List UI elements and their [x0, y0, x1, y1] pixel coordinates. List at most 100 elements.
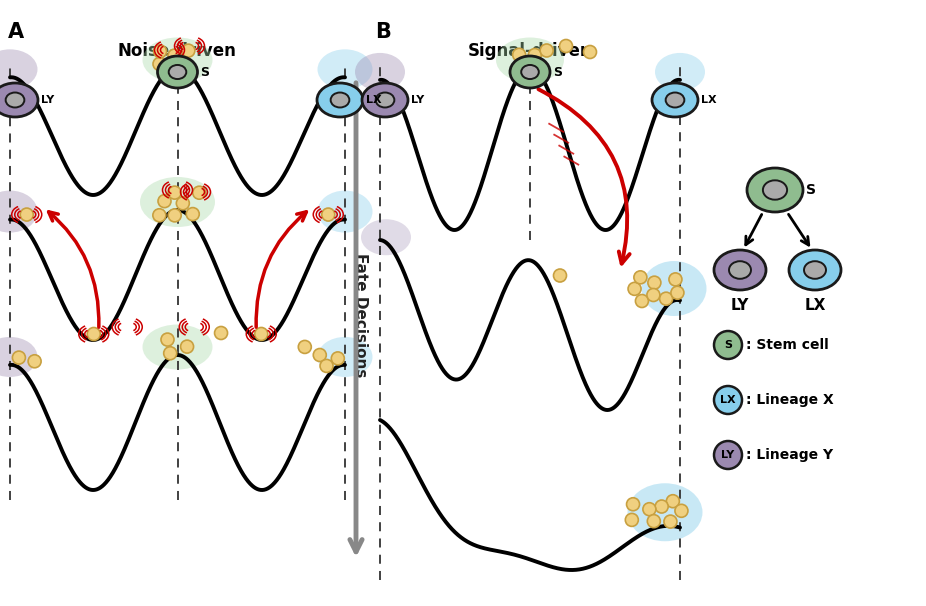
Text: : Lineage Y: : Lineage Y [746, 448, 833, 462]
Circle shape [193, 186, 206, 199]
Circle shape [181, 340, 194, 353]
Circle shape [659, 292, 672, 305]
Text: LX: LX [366, 95, 382, 105]
Ellipse shape [376, 93, 394, 107]
Ellipse shape [318, 337, 372, 377]
Ellipse shape [510, 56, 550, 88]
Circle shape [153, 58, 166, 70]
Circle shape [181, 44, 194, 57]
Circle shape [529, 48, 542, 62]
Circle shape [675, 504, 688, 518]
Circle shape [12, 351, 25, 364]
Text: LX: LX [805, 298, 826, 313]
Circle shape [511, 62, 525, 75]
Ellipse shape [763, 181, 787, 200]
Text: : Stem cell: : Stem cell [746, 338, 829, 352]
Circle shape [625, 513, 638, 527]
Ellipse shape [521, 65, 539, 79]
Circle shape [169, 209, 181, 222]
Circle shape [643, 503, 656, 516]
Circle shape [313, 348, 326, 362]
Ellipse shape [747, 168, 803, 212]
Text: LX: LX [720, 395, 736, 405]
Text: S: S [553, 65, 562, 79]
Circle shape [153, 208, 166, 222]
Ellipse shape [355, 53, 405, 91]
Circle shape [667, 494, 680, 508]
Ellipse shape [0, 83, 38, 117]
Circle shape [154, 45, 167, 58]
Circle shape [166, 62, 179, 75]
Circle shape [158, 195, 171, 208]
Circle shape [513, 48, 526, 61]
Circle shape [634, 271, 647, 284]
Circle shape [161, 333, 174, 346]
Ellipse shape [169, 65, 186, 79]
Ellipse shape [666, 93, 684, 107]
Circle shape [298, 341, 311, 353]
Ellipse shape [642, 261, 707, 316]
Circle shape [647, 514, 660, 528]
Text: Fate Decisions: Fate Decisions [353, 253, 368, 377]
Text: Noise-driven: Noise-driven [118, 42, 236, 60]
Ellipse shape [157, 56, 197, 88]
Text: : Lineage X: : Lineage X [746, 393, 833, 407]
Circle shape [186, 208, 199, 221]
Circle shape [714, 441, 742, 469]
Circle shape [164, 347, 177, 360]
Text: A: A [8, 22, 24, 42]
Circle shape [168, 49, 181, 62]
Text: Signal-driven: Signal-driven [468, 42, 593, 60]
Text: LY: LY [731, 298, 749, 313]
Circle shape [627, 498, 640, 511]
Ellipse shape [804, 261, 826, 279]
Ellipse shape [496, 38, 564, 82]
Ellipse shape [318, 190, 372, 233]
Ellipse shape [714, 250, 766, 290]
Ellipse shape [729, 261, 751, 279]
Circle shape [176, 197, 189, 210]
Circle shape [28, 355, 41, 368]
Circle shape [671, 286, 684, 299]
Circle shape [628, 282, 641, 295]
Circle shape [169, 186, 181, 199]
Ellipse shape [143, 38, 212, 82]
Ellipse shape [6, 93, 24, 107]
Circle shape [87, 327, 100, 341]
Ellipse shape [318, 49, 372, 89]
Ellipse shape [361, 219, 411, 255]
Circle shape [583, 45, 596, 59]
Text: LY: LY [411, 95, 424, 105]
Text: LY: LY [721, 450, 734, 460]
Ellipse shape [317, 83, 363, 117]
Text: B: B [375, 22, 391, 42]
Circle shape [559, 39, 572, 53]
Ellipse shape [652, 83, 698, 117]
Text: S: S [724, 340, 732, 350]
Ellipse shape [655, 53, 705, 91]
Circle shape [648, 276, 661, 289]
Ellipse shape [0, 49, 37, 89]
Ellipse shape [362, 83, 408, 117]
Circle shape [255, 327, 268, 341]
Ellipse shape [331, 93, 349, 107]
Circle shape [178, 57, 191, 70]
Circle shape [321, 208, 335, 221]
Circle shape [656, 500, 669, 513]
Text: S: S [201, 65, 209, 79]
Circle shape [664, 515, 677, 528]
Circle shape [20, 208, 33, 221]
Circle shape [669, 273, 682, 286]
Circle shape [647, 288, 660, 302]
Text: LX: LX [701, 95, 717, 105]
Circle shape [215, 327, 228, 339]
Ellipse shape [0, 190, 37, 233]
Circle shape [554, 269, 567, 282]
Circle shape [635, 295, 648, 307]
Ellipse shape [143, 324, 212, 370]
Circle shape [332, 352, 344, 365]
Circle shape [533, 63, 546, 76]
Circle shape [320, 359, 333, 373]
Circle shape [540, 44, 553, 57]
Ellipse shape [789, 250, 841, 290]
